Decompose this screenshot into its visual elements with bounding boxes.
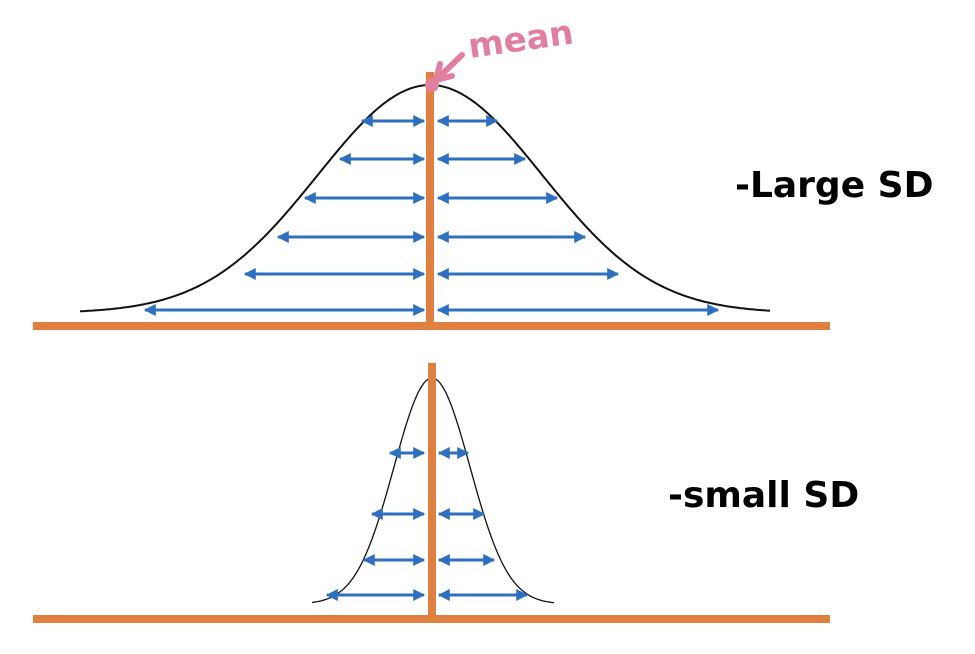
large-sd-distribution	[33, 72, 830, 330]
large-sd-curve	[79, 84, 771, 313]
large-sd-mean-line	[426, 72, 434, 328]
small-sd-arrows	[325, 447, 529, 601]
small-sd-mean-line	[428, 363, 436, 621]
mean-label: mean	[466, 13, 576, 67]
mean-arrow-icon	[433, 52, 465, 83]
small-sd-distribution	[33, 363, 830, 623]
large-sd-arrows	[143, 115, 720, 316]
small-sd-label: -small SD	[668, 475, 859, 516]
large-sd-label: -Large SD	[735, 165, 933, 206]
mean-annotation: mean	[425, 13, 576, 92]
